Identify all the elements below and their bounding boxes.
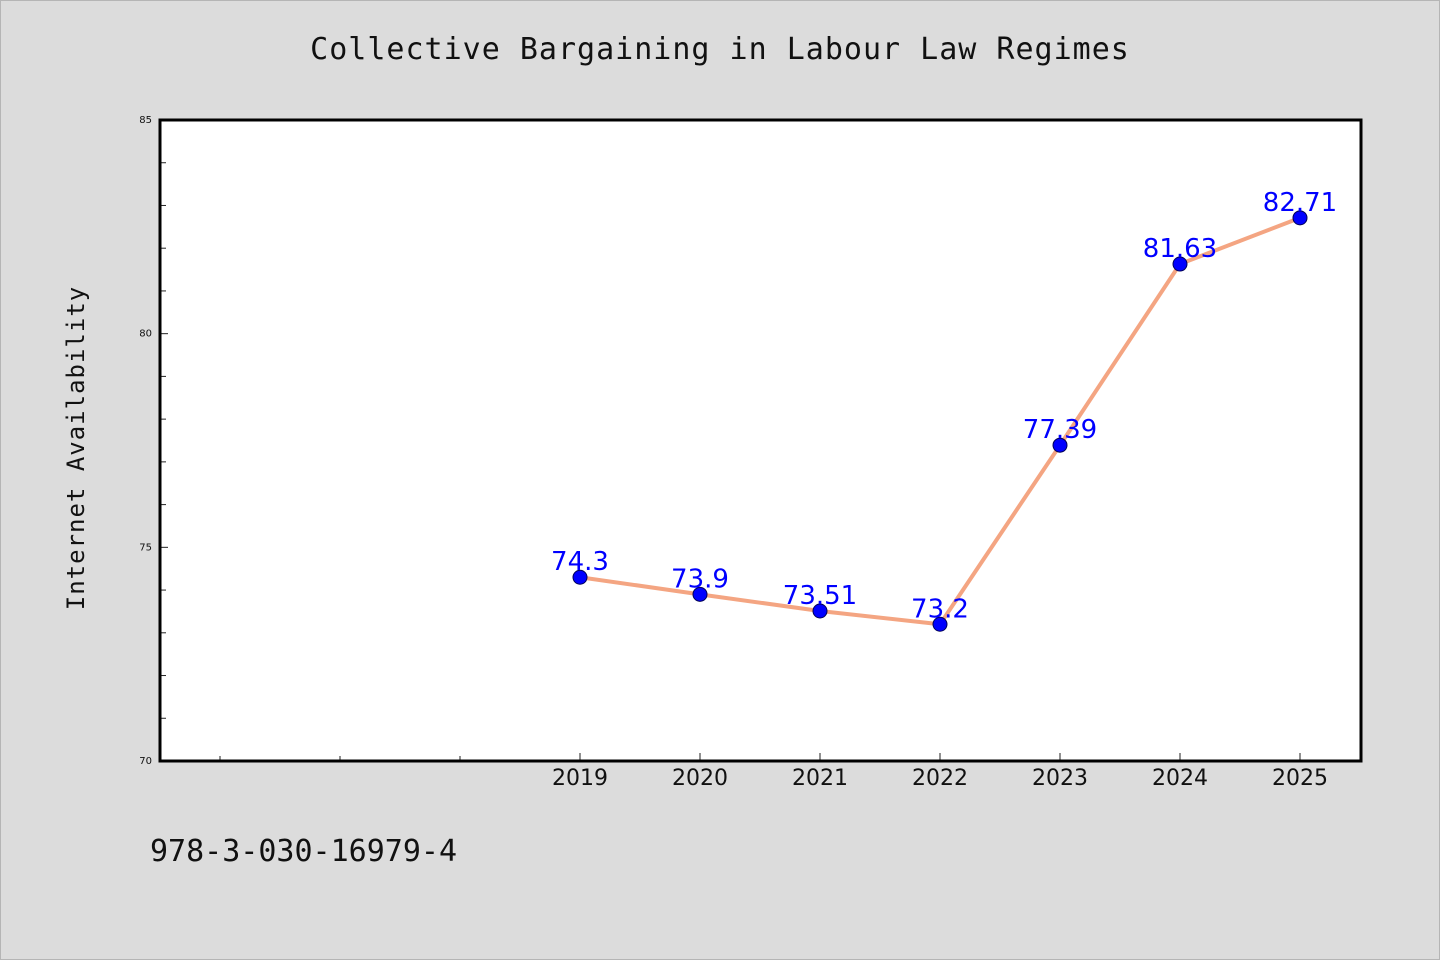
data-point [812, 603, 828, 619]
data-label: 73.9 [671, 564, 729, 594]
data-point [572, 569, 588, 585]
x-tick-label: 2021 [792, 766, 848, 791]
data-label: 81.63 [1143, 234, 1217, 264]
x-tick-label: 2023 [1032, 766, 1088, 791]
y-tick-label: 85 [139, 115, 152, 126]
y-tick-label: 75 [139, 542, 152, 553]
chart-title: Collective Bargaining in Labour Law Regi… [310, 32, 1130, 67]
data-point [1172, 256, 1188, 272]
data-label: 73.2 [911, 594, 969, 624]
data-label: 77.39 [1023, 415, 1097, 445]
data-point [1292, 210, 1308, 226]
data-label: 73.51 [783, 581, 857, 611]
data-label: 82.71 [1263, 188, 1337, 218]
x-tick-label: 2025 [1272, 766, 1328, 791]
plot-area [160, 120, 1361, 761]
y-tick-label: 70 [139, 756, 152, 767]
x-tick-label: 2022 [912, 766, 968, 791]
data-label: 74.3 [551, 547, 609, 577]
x-tick-label: 2024 [1152, 766, 1208, 791]
isbn-text: 978-3-030-16979-4 [150, 834, 458, 869]
x-tick-label: 2020 [672, 766, 728, 791]
plot-frame [158, 118, 1363, 763]
data-point [692, 586, 708, 602]
y-tick-label: 80 [139, 329, 152, 340]
data-point [1052, 437, 1068, 453]
data-point [932, 616, 948, 632]
x-tick-label: 2019 [552, 766, 608, 791]
